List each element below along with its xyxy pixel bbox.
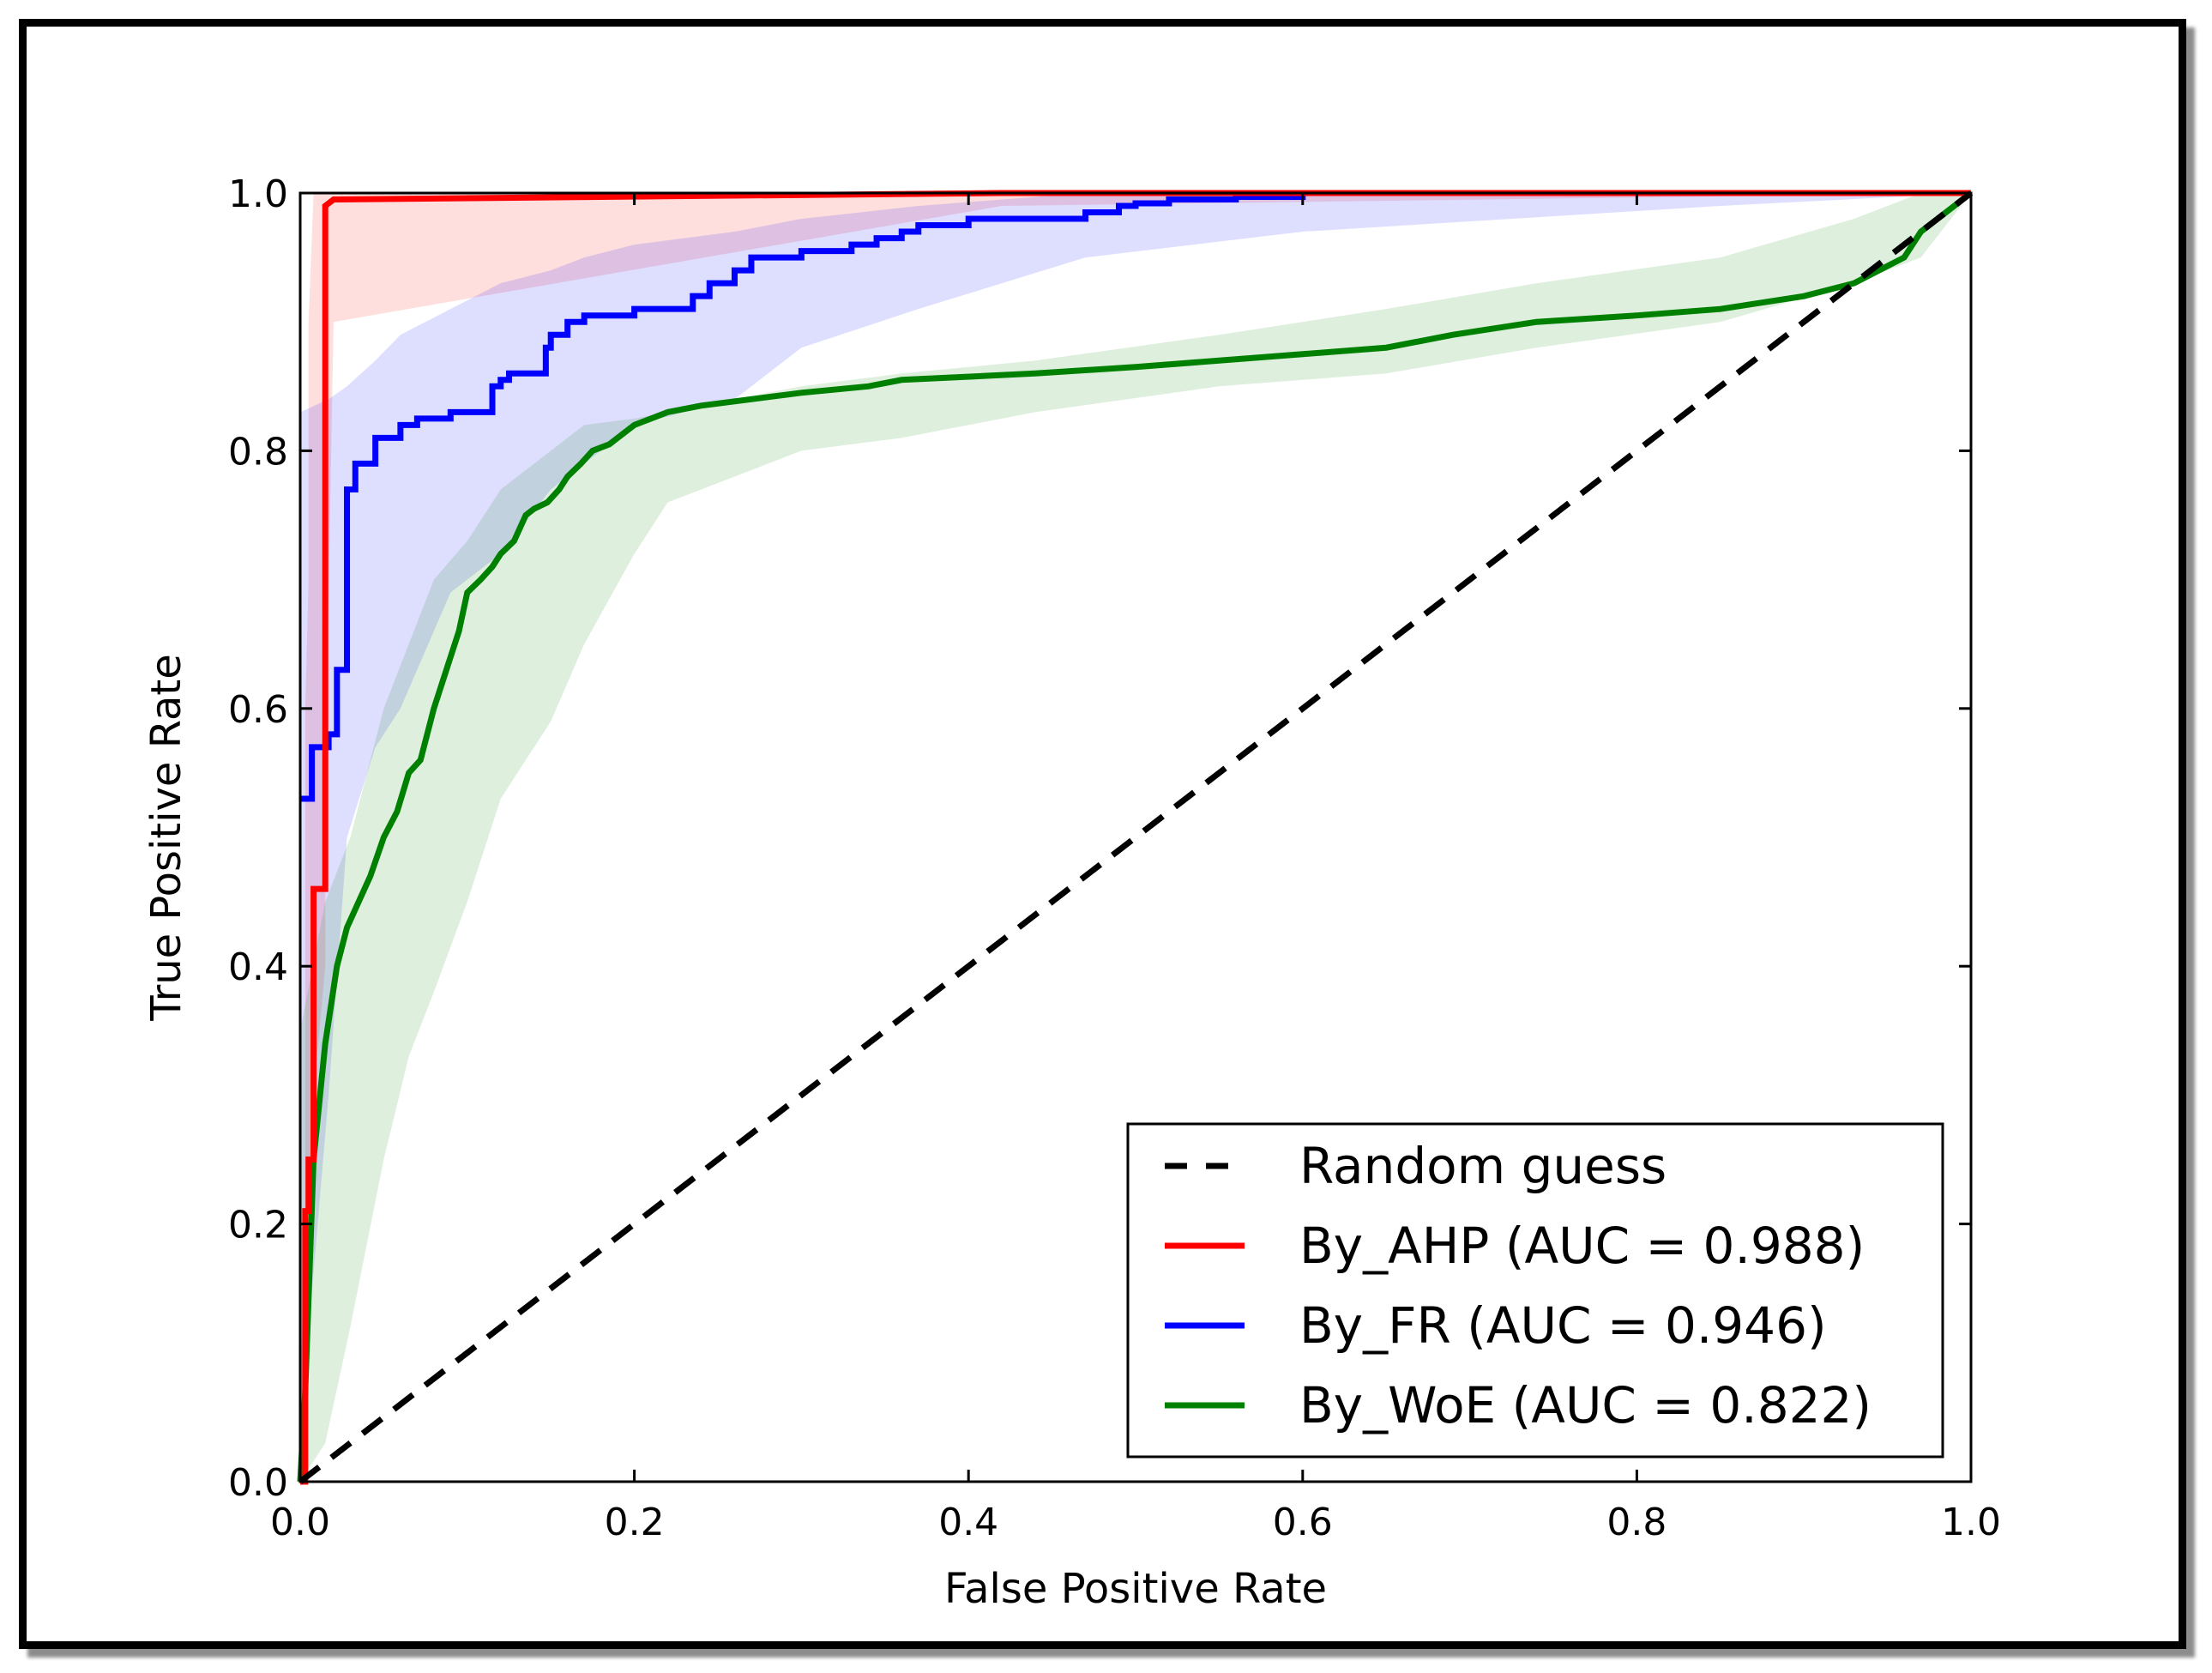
y-tick-label: 0.0 [228, 1461, 288, 1505]
y-tick-labels: 0.0 0.2 0.4 0.6 0.8 1.0 [228, 172, 288, 1505]
y-tick-label: 0.8 [228, 430, 288, 474]
line-by-fr [300, 190, 1971, 802]
line-by-woe [297, 190, 1974, 1483]
axis-ticks [298, 191, 1973, 1483]
line-random [298, 190, 1974, 1484]
legend: Random guess By_AHP (AUC = 0.988) By_FR (A… [1126, 1122, 1944, 1459]
legend-label-by-woe: By_WoE (AUC = 0.822) [1299, 1376, 1871, 1434]
x-tick-label: 1.0 [1941, 1501, 2001, 1544]
series-lines [297, 190, 1974, 1485]
plot-area-border [298, 191, 1973, 1483]
y-tick-label: 0.6 [228, 688, 288, 732]
line-by-ahp [300, 190, 1971, 1485]
x-tick-label: 0.6 [1273, 1501, 1333, 1544]
y-tick-label: 0.4 [228, 945, 288, 989]
legend-box [1126, 1122, 1944, 1459]
y-tick-label: 0.2 [228, 1204, 288, 1247]
legend-label-random: Random guess [1299, 1137, 1667, 1195]
x-tick-labels: 0.0 0.2 0.4 0.6 0.8 1.0 [270, 1501, 2001, 1544]
x-tick-label: 0.2 [605, 1501, 665, 1544]
x-tick-label: 0.0 [270, 1501, 330, 1544]
legend-label-by-ahp: By_AHP (AUC = 0.988) [1299, 1217, 1865, 1275]
legend-label-by-fr: By_FR (AUC = 0.946) [1299, 1296, 1827, 1355]
x-axis-title: False Positive Rate [944, 1565, 1327, 1613]
confidence-bands [300, 193, 1971, 1482]
y-axis-title: True Positive Rate [142, 654, 190, 1022]
x-tick-label: 0.8 [1606, 1501, 1667, 1544]
x-tick-label: 0.4 [938, 1501, 998, 1544]
y-tick-label: 1.0 [228, 172, 288, 216]
band-by-fr [300, 193, 1971, 1430]
